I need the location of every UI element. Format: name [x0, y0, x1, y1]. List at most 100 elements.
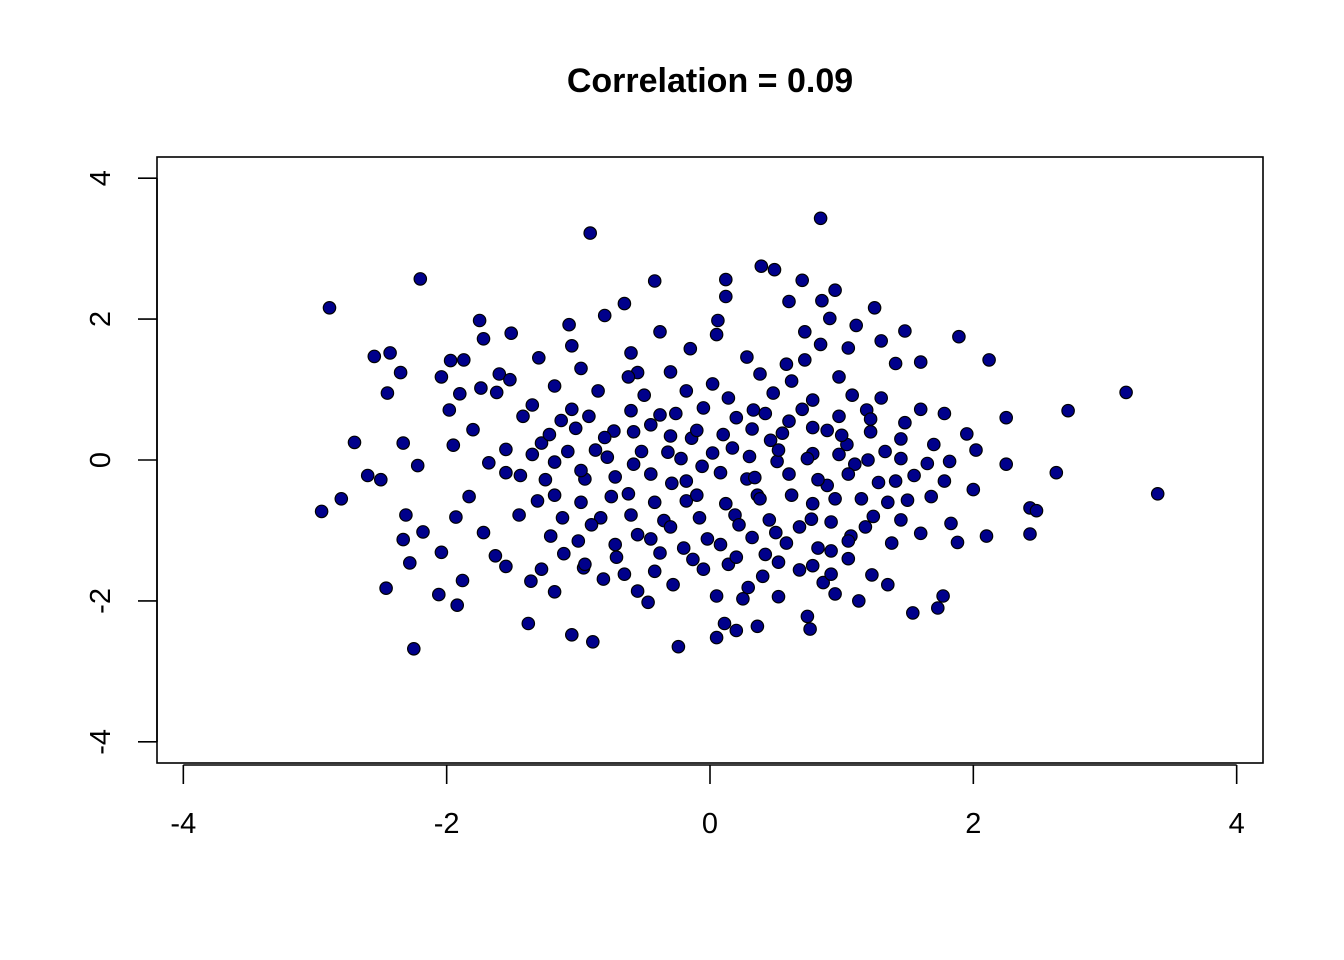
data-point — [554, 413, 568, 428]
data-point — [754, 259, 769, 273]
data-point — [531, 350, 546, 365]
data-point — [937, 406, 952, 421]
data-point — [466, 422, 480, 437]
data-point — [900, 493, 915, 507]
data-point — [942, 454, 957, 469]
data-point — [732, 517, 746, 532]
data-point — [753, 491, 767, 506]
data-point — [456, 353, 471, 367]
data-point — [849, 318, 863, 333]
data-point — [574, 463, 588, 478]
data-point — [674, 451, 688, 466]
data-point — [944, 516, 958, 531]
data-point — [393, 365, 408, 380]
data-point — [588, 443, 603, 457]
data-point — [621, 486, 636, 501]
data-point — [762, 513, 777, 527]
data-point — [647, 495, 662, 510]
data-point — [700, 532, 715, 546]
data-point — [367, 349, 382, 364]
data-point — [679, 494, 694, 508]
data-point — [513, 468, 528, 483]
data-point — [729, 550, 744, 564]
data-point — [952, 329, 966, 344]
data-point — [434, 370, 449, 384]
data-point — [741, 580, 755, 595]
data-point — [937, 474, 952, 488]
data-point — [999, 410, 1013, 425]
data-point — [1150, 486, 1165, 501]
data-point — [653, 324, 667, 339]
data-point — [795, 273, 809, 288]
data-point — [913, 402, 928, 417]
data-point — [643, 417, 658, 432]
data-point — [643, 532, 658, 546]
data-point — [729, 410, 744, 425]
data-point — [828, 491, 842, 506]
y-tick-label: 0 — [85, 452, 117, 468]
data-point — [753, 367, 767, 381]
data-point — [705, 446, 720, 460]
data-point — [1023, 527, 1037, 541]
data-point — [568, 421, 583, 436]
data-point — [867, 300, 882, 315]
data-point — [804, 512, 819, 526]
data-point — [499, 442, 513, 457]
data-point — [795, 402, 809, 417]
data-point — [314, 504, 329, 519]
data-point — [832, 409, 846, 424]
data-point — [758, 547, 773, 562]
data-point — [711, 313, 725, 328]
data-point — [884, 536, 899, 550]
data-point — [894, 451, 908, 466]
data-point — [1119, 385, 1133, 400]
data-point — [446, 438, 461, 452]
x-tick-label: 0 — [702, 808, 718, 840]
data-point — [705, 377, 720, 391]
data-point — [784, 488, 799, 502]
data-point — [771, 443, 786, 457]
data-point — [841, 467, 856, 481]
data-point — [380, 386, 395, 400]
data-point — [607, 424, 621, 438]
data-point — [585, 634, 600, 649]
data-point — [713, 465, 728, 480]
data-point — [803, 622, 817, 636]
data-point — [866, 509, 881, 524]
data-point — [913, 526, 928, 541]
data-point — [745, 422, 759, 436]
data-point — [813, 337, 828, 352]
data-point — [476, 525, 491, 540]
data-point — [578, 557, 592, 572]
data-point — [334, 491, 349, 506]
data-point — [784, 374, 799, 388]
chart-title: Correlation = 0.09 — [567, 62, 853, 100]
data-point — [503, 372, 517, 387]
data-point — [621, 370, 636, 384]
data-point — [880, 495, 895, 510]
data-point — [634, 444, 649, 459]
data-point — [716, 427, 730, 442]
data-point — [679, 474, 694, 488]
data-point — [775, 426, 790, 440]
data-point — [824, 567, 838, 581]
data-point — [880, 577, 895, 592]
data-point — [671, 639, 686, 654]
y-axis: -4 -2 0 2 4 — [85, 170, 158, 755]
data-point — [564, 338, 579, 353]
data-point — [740, 350, 754, 364]
data-point — [455, 573, 470, 588]
data-point — [564, 627, 579, 642]
data-point — [913, 355, 928, 369]
data-point — [525, 398, 540, 412]
data-point — [647, 274, 662, 288]
data-point — [898, 415, 912, 430]
data-point — [668, 406, 683, 421]
data-point — [834, 428, 849, 443]
data-point — [813, 211, 828, 226]
data-point — [379, 581, 393, 595]
data-point — [747, 470, 762, 485]
data-point — [406, 641, 421, 656]
data-point — [472, 313, 487, 328]
